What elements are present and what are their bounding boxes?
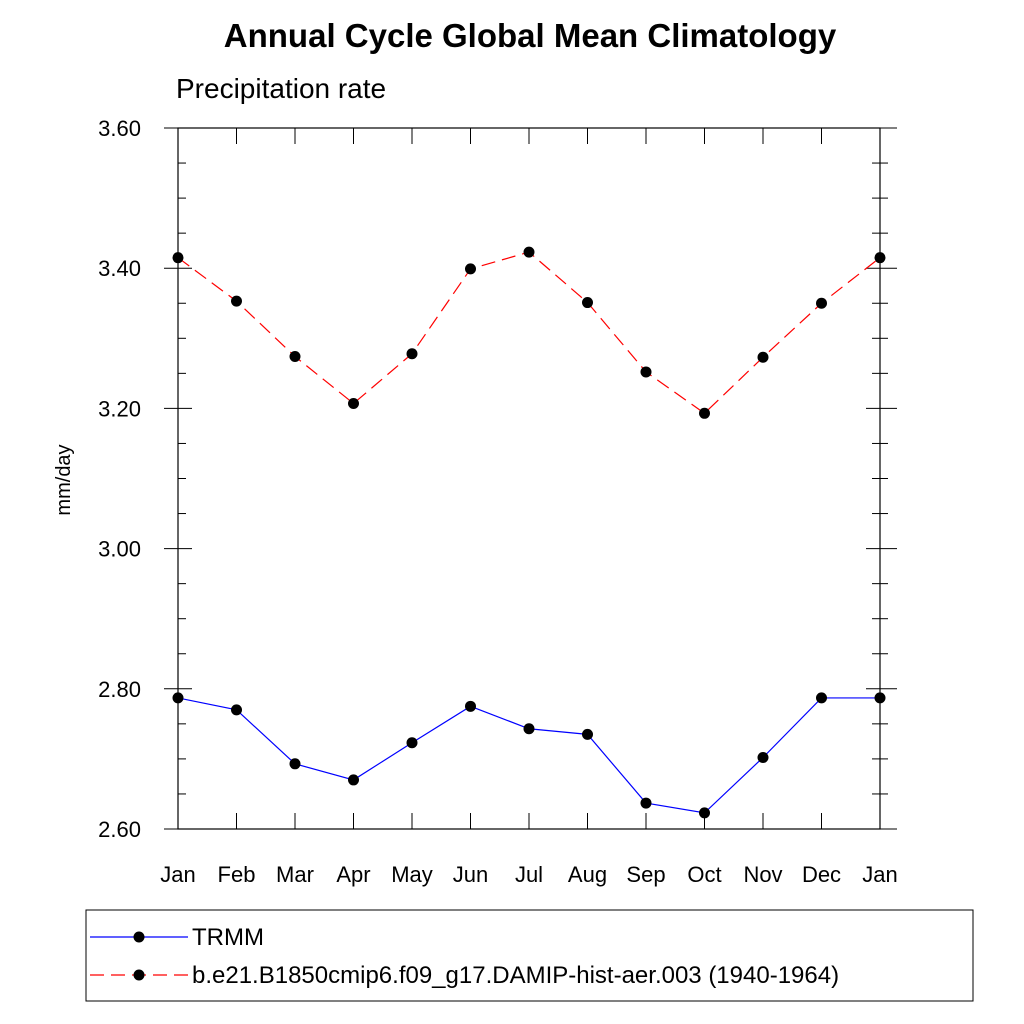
data-point [757,351,769,363]
x-tick-label: Sep [626,862,665,887]
data-point [231,704,242,716]
data-point [406,737,418,749]
axis-ticks: Jan Feb Mar Apr May Jun Jul Aug Sep Oct Nov Dec Jan 2… [98,116,898,887]
data-point [640,366,652,378]
data-point [874,692,886,704]
legend: TRMM b.e21.B1850cmip6.f09_g17.DAMIP-hist-… [90,924,839,989]
y-tick-label: 3.40 [98,256,141,281]
chart-title: Annual Cycle Global Mean Climatology [224,17,837,54]
data-point [699,807,710,819]
data-point [582,728,593,740]
data-point [699,407,710,419]
series-line-1 [177,251,881,415]
data-point [231,295,242,307]
series-line-0 [177,697,880,814]
data-point [289,351,301,363]
series-layer [172,246,886,819]
data-point [757,751,769,763]
x-tick-label: Jan [862,862,897,887]
data-point [582,297,593,309]
legend-label-1: b.e21.B1850cmip6.f09_g17.DAMIP-hist-aer.… [192,962,839,989]
legend-marker [133,931,145,943]
data-point [816,692,827,704]
x-tick-label: Jan [160,862,195,887]
data-point [172,692,184,704]
data-point [523,246,535,258]
x-tick-label: May [391,862,433,887]
x-tick-label: Jun [453,862,488,887]
data-point [465,263,476,275]
x-tick-label: Feb [218,862,256,887]
data-point [172,252,184,264]
x-tick-label: Oct [687,862,721,887]
x-tick-label: Mar [276,862,314,887]
data-point [406,348,418,360]
x-tick-label: Nov [743,862,782,887]
y-tick-label: 3.60 [98,116,141,141]
data-point [348,397,359,409]
legend-box [85,909,974,1002]
data-point [348,774,359,786]
y-tick-label: 3.20 [98,396,141,421]
y-tick-label: 2.60 [98,817,141,842]
y-tick-label: 3.00 [98,537,141,562]
data-point [640,797,652,809]
y-axis-label: mm/day [53,444,75,515]
x-tick-label: Jul [515,862,543,887]
x-tick-label: Dec [802,862,841,887]
data-point [523,723,535,735]
x-tick-label: Aug [568,862,607,887]
data-point [465,700,476,712]
legend-label-0: TRMM [192,924,264,951]
x-tick-label: Apr [336,862,370,887]
legend-marker [133,969,145,981]
y-tick-label: 2.80 [98,677,141,702]
chart-subtitle: Precipitation rate [176,73,386,104]
data-point [289,758,301,770]
data-point [874,252,886,264]
data-point [816,297,827,309]
